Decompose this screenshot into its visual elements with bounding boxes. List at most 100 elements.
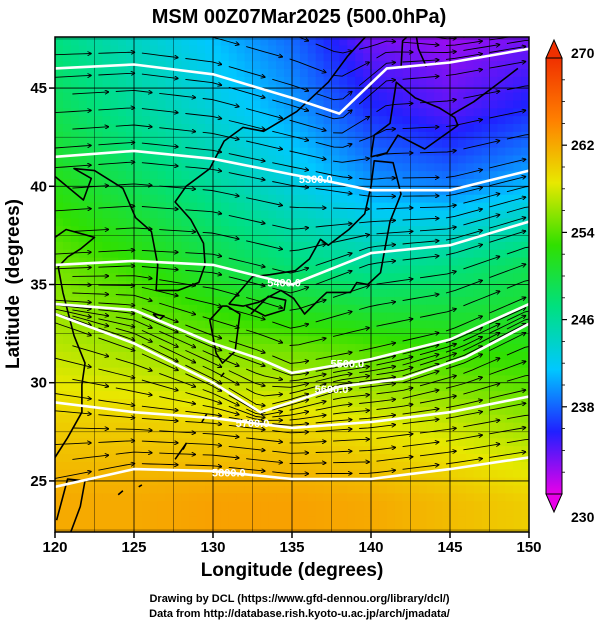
- field-cell: [371, 257, 380, 266]
- streamline: [376, 231, 413, 235]
- field-cell: [426, 37, 435, 46]
- field-cell: [299, 92, 309, 101]
- field-cell: [355, 147, 364, 156]
- field-cell: [339, 406, 348, 415]
- field-cell: [489, 500, 498, 510]
- field-cell: [394, 508, 404, 517]
- field-cell: [284, 343, 293, 352]
- field-cell: [157, 170, 167, 180]
- field-cell: [323, 382, 333, 392]
- field-cell: [473, 209, 483, 219]
- field-cell: [173, 484, 182, 494]
- field-cell: [315, 524, 325, 532]
- streamline: [141, 379, 178, 390]
- field-cell: [292, 37, 301, 46]
- field-cell: [299, 194, 309, 203]
- field-cell: [118, 351, 127, 360]
- field-cell: [434, 194, 443, 203]
- streamline: [333, 117, 369, 134]
- field-cell: [299, 76, 309, 85]
- field-cell: [323, 524, 333, 532]
- field-cell: [465, 453, 475, 462]
- field-cell: [110, 170, 119, 180]
- streamline: [315, 383, 352, 393]
- streamline: [98, 368, 134, 378]
- field-cell: [213, 304, 222, 313]
- field-cell: [205, 272, 214, 282]
- field-cell: [205, 327, 214, 337]
- coastline: [400, 37, 408, 69]
- field-cell: [252, 524, 261, 532]
- field-cell: [386, 398, 396, 407]
- field-cell: [292, 92, 301, 101]
- field-cell: [78, 492, 88, 502]
- field-cell: [102, 500, 111, 510]
- field-cell: [307, 68, 317, 77]
- field-cell: [228, 304, 238, 313]
- field-cell: [252, 115, 261, 125]
- field-cell: [442, 453, 451, 462]
- field-cell: [426, 241, 435, 250]
- field-cell: [292, 52, 301, 62]
- streamline: [72, 345, 108, 357]
- streamline: [445, 120, 482, 128]
- field-cell: [102, 414, 111, 423]
- field-cell: [165, 398, 175, 407]
- field-cell: [205, 107, 214, 117]
- field-cell: [315, 367, 325, 376]
- height-contour-line: [55, 220, 529, 286]
- field-cell: [481, 194, 491, 203]
- field-cell: [331, 76, 340, 85]
- field-cell: [102, 312, 111, 321]
- colorbar-tick-label: 254: [571, 224, 595, 240]
- field-cell: [363, 359, 372, 368]
- field-cell: [371, 367, 380, 376]
- field-cell: [260, 99, 269, 109]
- field-cell: [434, 209, 443, 219]
- field-cell: [355, 115, 364, 125]
- field-cell: [134, 343, 143, 352]
- field-cell: [205, 304, 214, 313]
- field-cell: [386, 92, 396, 101]
- field-cell: [465, 217, 475, 227]
- streamline: [463, 291, 499, 307]
- field-cell: [363, 312, 372, 321]
- field-cell: [62, 241, 72, 250]
- field-cell: [402, 288, 412, 297]
- field-cell: [228, 319, 238, 329]
- streamline: [246, 197, 282, 206]
- field-cell: [418, 115, 427, 125]
- field-cell: [78, 429, 88, 439]
- field-cell: [386, 319, 396, 329]
- field-cell: [268, 500, 277, 510]
- field-cell: [220, 484, 230, 494]
- field-cell: [55, 170, 64, 180]
- streamline: [228, 352, 265, 366]
- field-cell: [134, 374, 143, 384]
- field-cell: [276, 123, 285, 132]
- field-cell: [371, 390, 380, 400]
- field-cell: [489, 178, 498, 187]
- field-cell: [363, 241, 372, 250]
- field-cell: [213, 52, 222, 62]
- field-cell: [378, 162, 388, 172]
- field-cell: [426, 484, 435, 494]
- field-cell: [205, 524, 214, 532]
- streamline: [445, 41, 482, 46]
- field-cell: [513, 351, 522, 360]
- field-cell: [173, 312, 182, 321]
- field-cell: [402, 257, 412, 266]
- field-cell: [299, 186, 309, 195]
- field-cell: [62, 367, 72, 376]
- field-cell: [86, 524, 96, 532]
- field-cell: [394, 233, 404, 242]
- field-cell: [339, 99, 348, 109]
- field-cell: [181, 147, 190, 156]
- streamline: [463, 256, 499, 270]
- field-cell: [505, 115, 514, 125]
- field-cell: [521, 139, 529, 148]
- field-cell: [220, 445, 230, 455]
- field-cell: [505, 288, 514, 297]
- field-cell: [134, 422, 143, 431]
- field-cell: [355, 170, 364, 180]
